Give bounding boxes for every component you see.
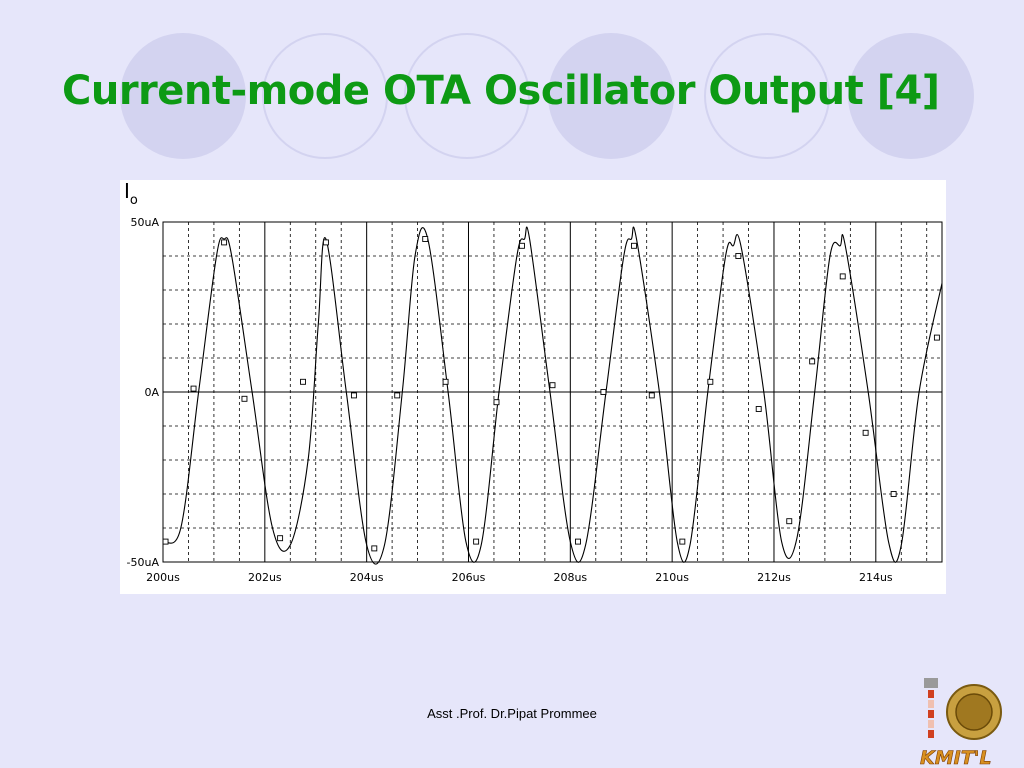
chart-marker: [809, 358, 816, 365]
logo-tower-segment-5: [928, 730, 934, 738]
x-tick-label: 210us: [655, 571, 689, 584]
logo-tower-top: [924, 678, 938, 688]
chart-marker: [442, 378, 449, 385]
chart-marker: [221, 239, 228, 246]
chart-marker: [549, 382, 556, 389]
y-axis-title-subscript: o: [130, 193, 138, 208]
slide-title: Current-mode OTA Oscillator Output [4]: [62, 68, 940, 114]
x-tick-label: 214us: [859, 571, 893, 584]
chart-marker: [422, 236, 429, 242]
logo-tower-segment-4: [928, 720, 934, 728]
chart-marker: [648, 392, 655, 399]
chart-marker: [786, 518, 793, 525]
chart-marker: [755, 406, 762, 412]
chart-marker: [839, 273, 846, 280]
chart-marker: [707, 378, 714, 385]
decor-ring-1: [262, 33, 388, 159]
chart-marker: [371, 545, 378, 552]
y-tick-label: 50uA: [131, 216, 160, 229]
chart-marker: [162, 538, 169, 545]
chart-marker: [519, 242, 525, 249]
chart-marker: [600, 389, 607, 395]
x-tick-label: 208us: [553, 571, 587, 584]
x-tick-label: 200us: [146, 571, 180, 584]
chart-tick-labels: 200us 202us 204us 206us 208us 210us 212us 214us…: [127, 216, 893, 584]
kmitl-logo-icon: KMIT'L: [920, 678, 1002, 768]
chart-marker: [350, 392, 357, 399]
chart-marker: [394, 392, 401, 399]
decor-circle-3: [848, 33, 974, 159]
chart-marker: [322, 239, 329, 246]
chart-marker: [679, 538, 686, 545]
decor-circle-1: [120, 33, 246, 159]
logo-tower-segment-2: [928, 700, 934, 708]
chart-marker: [300, 378, 306, 385]
chart-marker: [277, 535, 284, 542]
chart-marker: [575, 538, 581, 545]
logo-text: KMIT'L: [920, 747, 992, 768]
slide-footer: Asst .Prof. Dr.Pipat Prommee: [427, 706, 597, 721]
chart-svg: Io 200us 202us 204us 206us 208us 210us 212us 21…: [124, 180, 943, 584]
chart-marker: [241, 395, 248, 402]
y-tick-label: 0A: [144, 386, 159, 399]
logo-tower-segment-1: [928, 690, 934, 698]
logo-seal-inner: [955, 693, 993, 731]
chart-marker: [735, 253, 742, 259]
chart-marker: [473, 538, 480, 545]
y-tick-label: -50uA: [127, 556, 160, 569]
chart-marker: [493, 399, 500, 406]
x-tick-label: 202us: [248, 571, 282, 584]
decor-ring-2: [404, 33, 530, 159]
chart-marker: [862, 429, 869, 436]
chart-marker: [890, 491, 897, 497]
chart-markers: [162, 236, 940, 552]
x-tick-label: 206us: [452, 571, 486, 584]
x-tick-label: 212us: [757, 571, 791, 584]
chart-series-io-trace: [162, 226, 943, 565]
oscillator-chart: Io 200us 202us 204us 206us 208us 210us 212us 21…: [120, 180, 946, 594]
chart-y-axis-title: Io: [124, 180, 138, 208]
decor-ring-3: [704, 33, 830, 159]
y-axis-title-main: I: [124, 180, 130, 203]
x-tick-label: 204us: [350, 571, 384, 584]
chart-marker: [933, 334, 940, 341]
logo-tower-segment-3: [928, 710, 934, 718]
chart-axes: [162, 221, 943, 563]
chart-marker: [631, 242, 637, 249]
decor-circle-2: [548, 33, 674, 159]
chart-marker: [190, 385, 197, 392]
